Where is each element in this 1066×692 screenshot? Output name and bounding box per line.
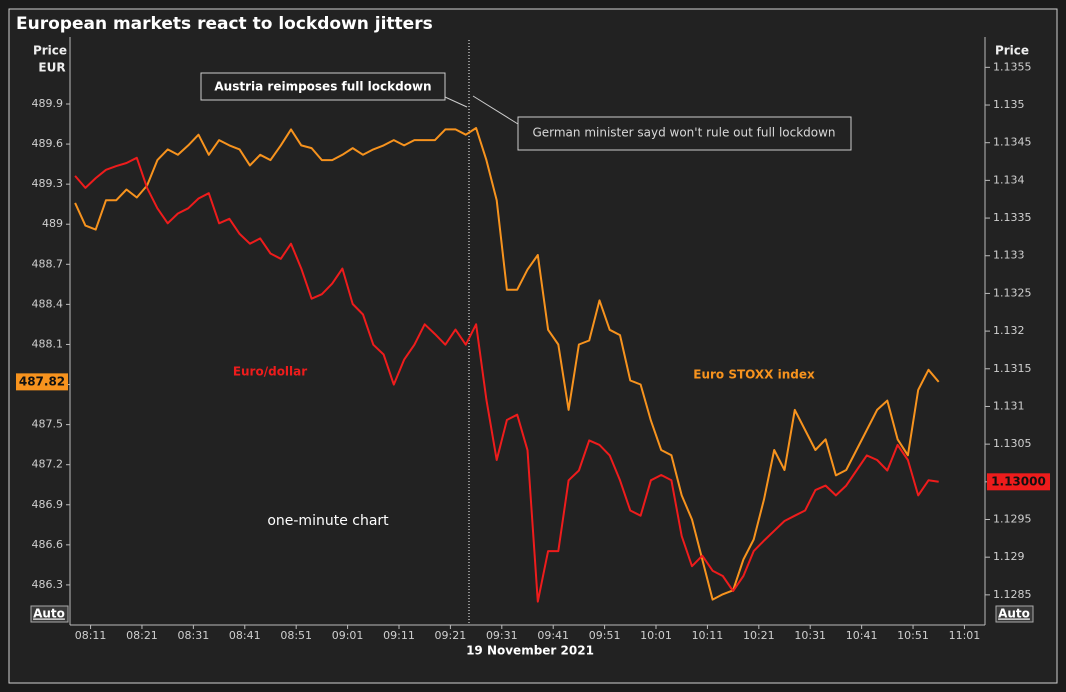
- x-tick-label: 09:11: [383, 629, 415, 642]
- y2-tick-label: 1.132: [993, 324, 1025, 337]
- y2-tick-label: 1.131: [993, 399, 1025, 412]
- y-tick-label: 489.9: [32, 97, 64, 110]
- series-name: Euro STOXX index: [693, 368, 815, 382]
- auto-button-label[interactable]: Auto: [33, 607, 65, 621]
- x-tick-label: 09:51: [589, 629, 621, 642]
- annotation: one-minute chart: [267, 513, 389, 529]
- x-tick-label: 08:41: [229, 629, 261, 642]
- y-tick-label: 489.3: [32, 177, 64, 190]
- annotation-box: [200, 72, 446, 101]
- chart-title: European markets react to lockdown jitte…: [16, 14, 433, 34]
- auto-button[interactable]: [30, 605, 69, 623]
- auto-button-label[interactable]: Auto: [998, 607, 1030, 621]
- x-tick-label: 10:41: [846, 629, 878, 642]
- y2-tick-label: 1.1335: [993, 211, 1032, 224]
- y2-tick-label: 1.135: [993, 98, 1025, 111]
- y-tick-label: 487.2: [32, 458, 64, 471]
- y-axis-title: Price: [33, 44, 67, 58]
- y-axis-unit: EUR: [38, 61, 65, 75]
- y2-tick-label: 1.1325: [993, 286, 1032, 299]
- x-tick-label: 10:31: [794, 629, 826, 642]
- y-tick-label: 489.6: [32, 137, 64, 150]
- x-tick-label: 09:01: [332, 629, 364, 642]
- x-tick-label: 10:11: [692, 629, 724, 642]
- y-tick-label: 487.5: [32, 418, 64, 431]
- frame: [8, 8, 1058, 684]
- y-tick-label: 488.7: [32, 257, 64, 270]
- y2-tick-label: 1.1345: [993, 136, 1032, 149]
- y2-tick-label: 1.1285: [993, 588, 1032, 601]
- x-tick-label: 09:21: [435, 629, 467, 642]
- y2-axis-title: Price: [995, 44, 1029, 58]
- y2-tick-label: 1.1355: [993, 60, 1032, 73]
- series-name: Euro/dollar: [233, 365, 307, 379]
- last-value-box: [16, 373, 68, 391]
- y-tick-label: 488.4: [32, 297, 64, 310]
- last-value-box: [987, 473, 1050, 491]
- x-axis-title: 19 November 2021: [466, 644, 594, 658]
- x-tick-label: 08:11: [75, 629, 107, 642]
- auto-button[interactable]: [995, 605, 1034, 623]
- annotation: Austria reimposes full lockdown: [214, 80, 431, 94]
- connector: [444, 96, 468, 108]
- x-tick-label: 08:51: [280, 629, 312, 642]
- last-value-label: 487.82: [19, 374, 65, 388]
- y2-tick-label: 1.134: [993, 173, 1025, 186]
- y-tick-label: 486.9: [32, 498, 64, 511]
- x-tick-label: 09:31: [486, 629, 518, 642]
- last-value-label: 1.13000: [991, 474, 1046, 488]
- y-tick-label: 486.6: [32, 538, 64, 551]
- series-line: [74, 127, 940, 601]
- y-tick-label: 488.1: [32, 337, 64, 350]
- y2-tick-label: 1.1295: [993, 512, 1032, 525]
- y2-tick-label: 1.129: [993, 550, 1025, 563]
- annotation-box: [517, 116, 852, 151]
- x-tick-label: 08:31: [178, 629, 210, 642]
- y2-tick-label: 1.1315: [993, 362, 1032, 375]
- y-tick-label: 486.3: [32, 578, 64, 591]
- x-tick-label: 10:21: [743, 629, 775, 642]
- x-tick-label: 09:41: [537, 629, 569, 642]
- annotation: German minister sayd won't rule out full…: [532, 126, 835, 140]
- series-line: [74, 156, 939, 603]
- connector: [472, 95, 519, 125]
- x-tick-label: 10:51: [897, 629, 929, 642]
- x-tick-label: 08:21: [126, 629, 158, 642]
- y2-tick-label: 1.1305: [993, 437, 1032, 450]
- y2-tick-label: 1.133: [993, 249, 1025, 262]
- x-tick-label: 11:01: [949, 629, 981, 642]
- x-tick-label: 10:01: [640, 629, 672, 642]
- y-tick-label: 489: [42, 217, 63, 230]
